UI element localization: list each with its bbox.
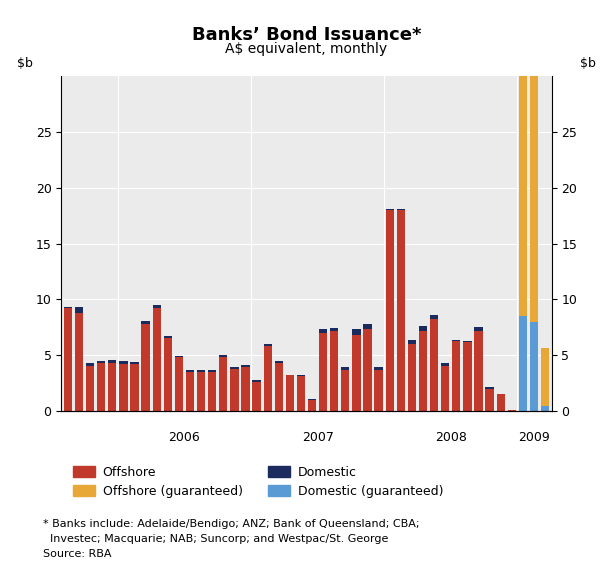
Bar (197, 372, 205, 411)
Bar (164, 336, 172, 338)
Bar (452, 340, 460, 411)
Bar (230, 369, 238, 411)
Bar (530, 0, 538, 322)
Bar (397, 210, 405, 411)
Bar (375, 370, 383, 411)
Bar (208, 372, 216, 411)
Bar (341, 367, 349, 370)
Bar (208, 370, 216, 372)
Bar (75, 307, 83, 313)
Text: A$ equivalent, monthly: A$ equivalent, monthly (226, 42, 387, 56)
Bar (108, 360, 116, 363)
Text: 2009: 2009 (518, 431, 550, 444)
Bar (186, 370, 194, 372)
Bar (519, 54, 527, 316)
Text: $b: $b (580, 56, 596, 70)
Bar (297, 376, 305, 411)
Bar (186, 372, 194, 411)
Bar (397, 209, 405, 210)
Bar (330, 328, 338, 330)
Bar (275, 363, 283, 411)
Bar (341, 370, 349, 411)
Bar (131, 364, 139, 411)
Bar (441, 366, 449, 411)
Bar (264, 346, 272, 411)
Bar (419, 326, 427, 330)
Text: Banks’ Bond Issuance*: Banks’ Bond Issuance* (192, 26, 421, 45)
Bar (219, 357, 227, 411)
Bar (253, 380, 261, 382)
Bar (108, 363, 116, 411)
Bar (463, 340, 471, 342)
Bar (64, 307, 72, 308)
Bar (86, 366, 94, 411)
Bar (319, 329, 327, 333)
Bar (485, 387, 493, 389)
Bar (308, 400, 316, 411)
Bar (219, 355, 227, 357)
Bar (474, 330, 482, 411)
Bar (308, 399, 316, 400)
Bar (153, 308, 161, 411)
Bar (164, 338, 172, 411)
Bar (364, 324, 371, 329)
Bar (430, 319, 438, 411)
Bar (175, 356, 183, 357)
Text: 2008: 2008 (435, 431, 466, 444)
Bar (474, 328, 482, 330)
Bar (452, 339, 460, 340)
Bar (375, 367, 383, 370)
Bar (430, 315, 438, 319)
Bar (64, 308, 72, 411)
Text: 2006: 2006 (169, 431, 200, 444)
Bar (242, 367, 249, 411)
Text: $b: $b (17, 56, 33, 70)
Bar (175, 357, 183, 411)
Bar (352, 329, 360, 335)
Bar (153, 305, 161, 308)
Bar (441, 363, 449, 366)
Text: * Banks include: Adelaide/Bendigo; ANZ; Bank of Queensland; CBA;: * Banks include: Adelaide/Bendigo; ANZ; … (43, 519, 419, 529)
Bar (275, 360, 283, 363)
Bar (541, 349, 549, 406)
Bar (386, 209, 394, 210)
Bar (253, 382, 261, 411)
Bar (242, 365, 249, 367)
Bar (408, 339, 416, 344)
Bar (297, 375, 305, 376)
Bar (419, 330, 427, 411)
Bar (408, 344, 416, 411)
Bar (197, 370, 205, 372)
Bar (142, 324, 150, 411)
Bar (497, 394, 505, 411)
Bar (230, 367, 238, 369)
Bar (330, 330, 338, 411)
Bar (97, 363, 105, 411)
Text: 2007: 2007 (302, 431, 333, 444)
Bar (75, 313, 83, 411)
Bar (319, 333, 327, 411)
Bar (386, 210, 394, 411)
Bar (485, 389, 493, 411)
Bar (120, 360, 128, 364)
Bar (286, 375, 294, 411)
Text: Source: RBA: Source: RBA (43, 549, 112, 559)
Bar (352, 335, 360, 411)
Bar (264, 344, 272, 346)
Bar (120, 364, 128, 411)
Bar (86, 363, 94, 366)
Bar (142, 321, 150, 324)
Bar (541, 406, 549, 411)
Bar (530, 322, 538, 411)
Bar (519, 316, 527, 411)
Bar (97, 360, 105, 363)
Text: Investec; Macquarie; NAB; Suncorp; and Westpac/St. George: Investec; Macquarie; NAB; Suncorp; and W… (43, 534, 388, 544)
Bar (131, 362, 139, 364)
Bar (364, 329, 371, 411)
Legend: Offshore, Offshore (guaranteed), Domestic, Domestic (guaranteed): Offshore, Offshore (guaranteed), Domesti… (67, 461, 448, 503)
Bar (508, 410, 516, 411)
Bar (463, 342, 471, 411)
